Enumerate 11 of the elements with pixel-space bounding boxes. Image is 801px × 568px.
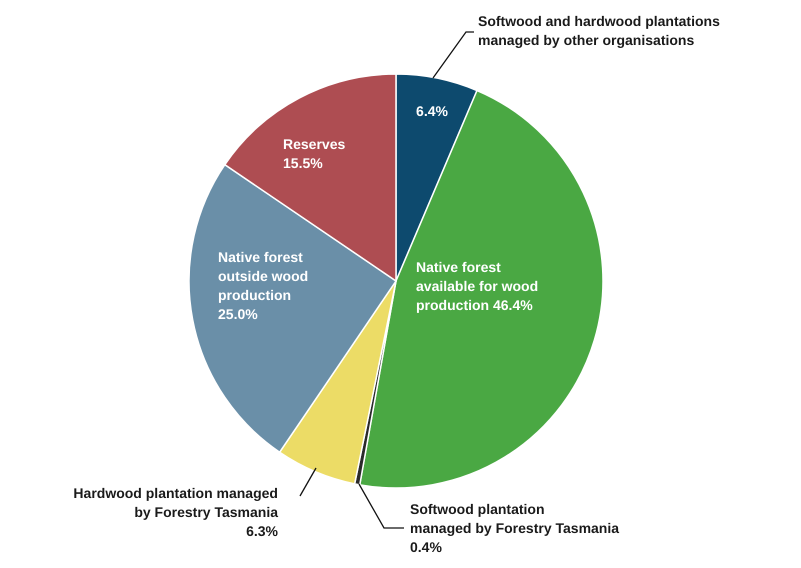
slice-label: Native forest outside wood production bbox=[218, 249, 308, 303]
data-label: 6.4% bbox=[416, 103, 448, 119]
slice-label: Reserves bbox=[283, 136, 346, 152]
data-label: 0.4% bbox=[410, 539, 442, 555]
slice-label: Softwood plantation managed by Forestry Tasmania bbox=[410, 501, 620, 536]
data-label: 6.3% bbox=[246, 523, 279, 539]
slice-label: Native forest available for wood production 46.4% bbox=[416, 259, 538, 313]
data-label: 25.0% bbox=[218, 306, 258, 322]
slice-label: Hardwood plantation managed by Forestry Tasmania bbox=[73, 485, 278, 520]
slice-label: Softwood and hardwood plantations managed by other organisations bbox=[478, 13, 720, 48]
data-label: 15.5% bbox=[283, 155, 324, 171]
